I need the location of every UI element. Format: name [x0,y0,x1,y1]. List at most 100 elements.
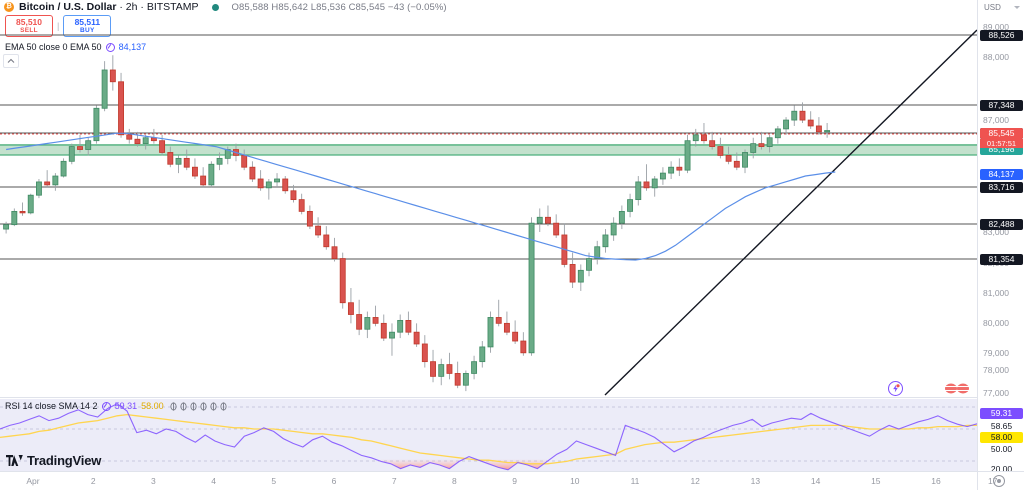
time-label: Apr [26,476,40,486]
rsi-axis-value: 50.00 [990,444,1013,454]
price-pane[interactable] [0,14,977,397]
time-axis[interactable]: Apr 2 3 4 5 6 7 8 9 10 11 12 13 14 15 16 17 [0,471,1024,490]
candle-body [783,119,790,130]
ema-legend[interactable]: EMA 50 close 0 EMA 50 84,137 [5,42,146,52]
candle-body [717,146,724,156]
candle-body [331,246,338,259]
candle-body [462,373,469,386]
candle-body [774,128,781,139]
price-pill: 83,716 [980,182,1023,193]
price-tick: 83,000 [983,227,1009,237]
candle-body [52,175,59,186]
rsi-legend-value: 59.31 [114,401,138,411]
rsi-legend[interactable]: RSI 14 close SMA 14 2 59.31 58.00 [5,401,227,411]
candle-body [118,81,124,136]
collapse-pane-button[interactable] [3,54,19,68]
currency-selector[interactable]: USD [982,2,1022,13]
rsi-toolbar-icons[interactable] [170,401,227,411]
candle-body [175,157,182,165]
candle-body [446,364,453,374]
candle-body [241,155,248,168]
candle-body [282,178,289,192]
time-label: 2 [90,476,96,486]
lightning-glyph-icon [893,384,900,393]
more-icon[interactable] [200,401,207,411]
trendline[interactable] [604,29,977,396]
candle-body [183,157,190,168]
symbol-interval: 2h [125,1,138,13]
buy-button[interactable]: 85,511 BUY [63,15,112,37]
candle-body [77,146,83,150]
settings-gear-icon[interactable] [993,475,1005,487]
rsi-sma-legend-value: 58.00 [141,401,164,411]
pane-divider[interactable] [0,397,977,398]
candle-body [323,234,330,248]
candle-body [347,302,354,315]
alert-icon[interactable] [888,381,903,396]
candle-body [536,216,543,224]
candle-body [520,340,527,354]
candle-body [577,269,584,283]
candle-body [60,160,67,177]
candle-body [791,110,798,121]
candle-body [298,199,305,212]
settings-icon[interactable] [105,42,115,52]
price-pill: 85,198 [980,144,1023,155]
candle-body [372,317,379,324]
candle-body [586,258,592,271]
candle-body [635,181,642,201]
candle-body [528,222,535,354]
candle-body [618,210,625,224]
time-label: 9 [512,476,517,486]
time-label: 12 [690,476,700,486]
price-tick: 89,000 [983,22,1009,32]
candle-body [430,361,436,377]
price-axis[interactable]: USD 89,00088,00087,00086,00083,00082,000… [977,0,1024,474]
rsi-chart-svg [0,399,977,471]
eye-icon[interactable] [170,401,177,411]
candle-body [495,317,502,324]
tradingview-wordmark: TradingView [27,453,102,468]
candle-body [594,246,601,259]
candle-body [200,175,207,186]
candle-body [405,319,412,333]
settings-small-icon[interactable] [180,401,187,411]
collapse-icon[interactable] [220,401,227,411]
time-label: 11 [630,476,640,486]
price-tick: 80,000 [983,318,1009,328]
candle-body [553,222,560,236]
chart-header: ₿ Bitcoin / U.S. Dollar · 2h · BITSTAMP … [0,0,1024,14]
ema-legend-value: 84,137 [118,42,147,52]
candle-body [167,152,174,165]
candle-body [471,361,478,374]
rsi-settings-icon[interactable] [101,401,111,411]
candle-body [413,331,420,345]
candle-body [11,210,18,226]
sell-button[interactable]: 85,510 SELL [5,15,53,37]
flags-icon[interactable] [944,382,970,395]
candle-body [208,163,215,186]
candle-body [545,216,551,224]
price-chart-svg [0,29,977,396]
candle-body [290,190,297,201]
symbol-title[interactable]: Bitcoin / U.S. Dollar · 2h · BITSTAMP [19,1,199,13]
candle-body [68,146,75,162]
candle-body [569,264,576,283]
candle-body [19,210,26,214]
rsi-pane[interactable] [0,399,977,471]
trade-separator: | [57,21,60,31]
candle-body [134,138,141,145]
rsi-legend-title: RSI 14 close SMA 14 2 [5,401,98,411]
rsi-line [0,403,977,471]
candle-body [659,172,666,180]
price-pill: 88,526 [980,30,1023,41]
symbol-exchange: BITSTAMP [146,1,199,13]
remove-icon[interactable] [210,401,217,411]
candle-body [742,152,748,168]
rsi-axis-value: 59.31 [980,408,1023,419]
hide-icon[interactable] [190,401,197,411]
rsi-axis-value: 58.65 [990,421,1013,431]
candle-body [807,119,814,127]
candle-body [799,110,806,121]
candle-body [733,160,740,168]
